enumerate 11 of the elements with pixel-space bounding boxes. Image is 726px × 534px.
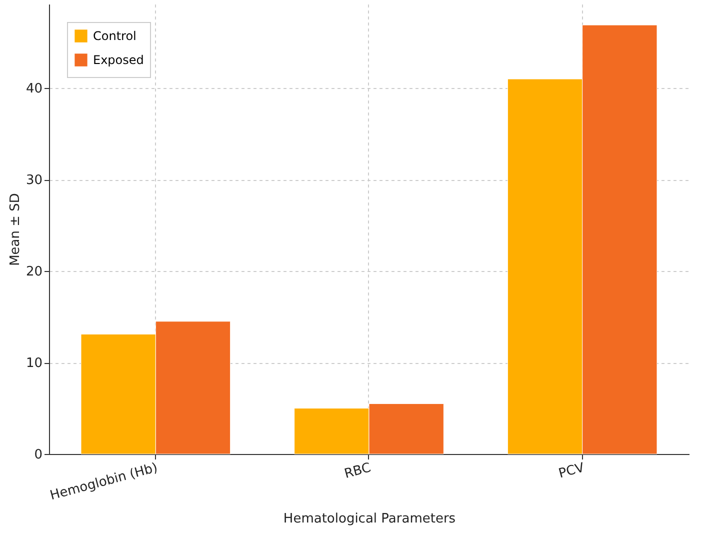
legend-label: Exposed (93, 53, 144, 67)
x-axis-title: Hematological Parameters (283, 512, 456, 527)
y-axis-title: Mean ± SD (8, 193, 23, 266)
y-tick-label: 0 (34, 448, 42, 462)
y-tick-label: 10 (26, 356, 42, 372)
x-tick-label: PCV (557, 460, 586, 482)
y-tick-label: 40 (26, 82, 42, 97)
legend-label: Control (93, 29, 136, 43)
y-tick-label: 20 (26, 264, 42, 280)
y-tick-label: 30 (26, 173, 42, 188)
x-tick-label: RBC (342, 460, 373, 482)
